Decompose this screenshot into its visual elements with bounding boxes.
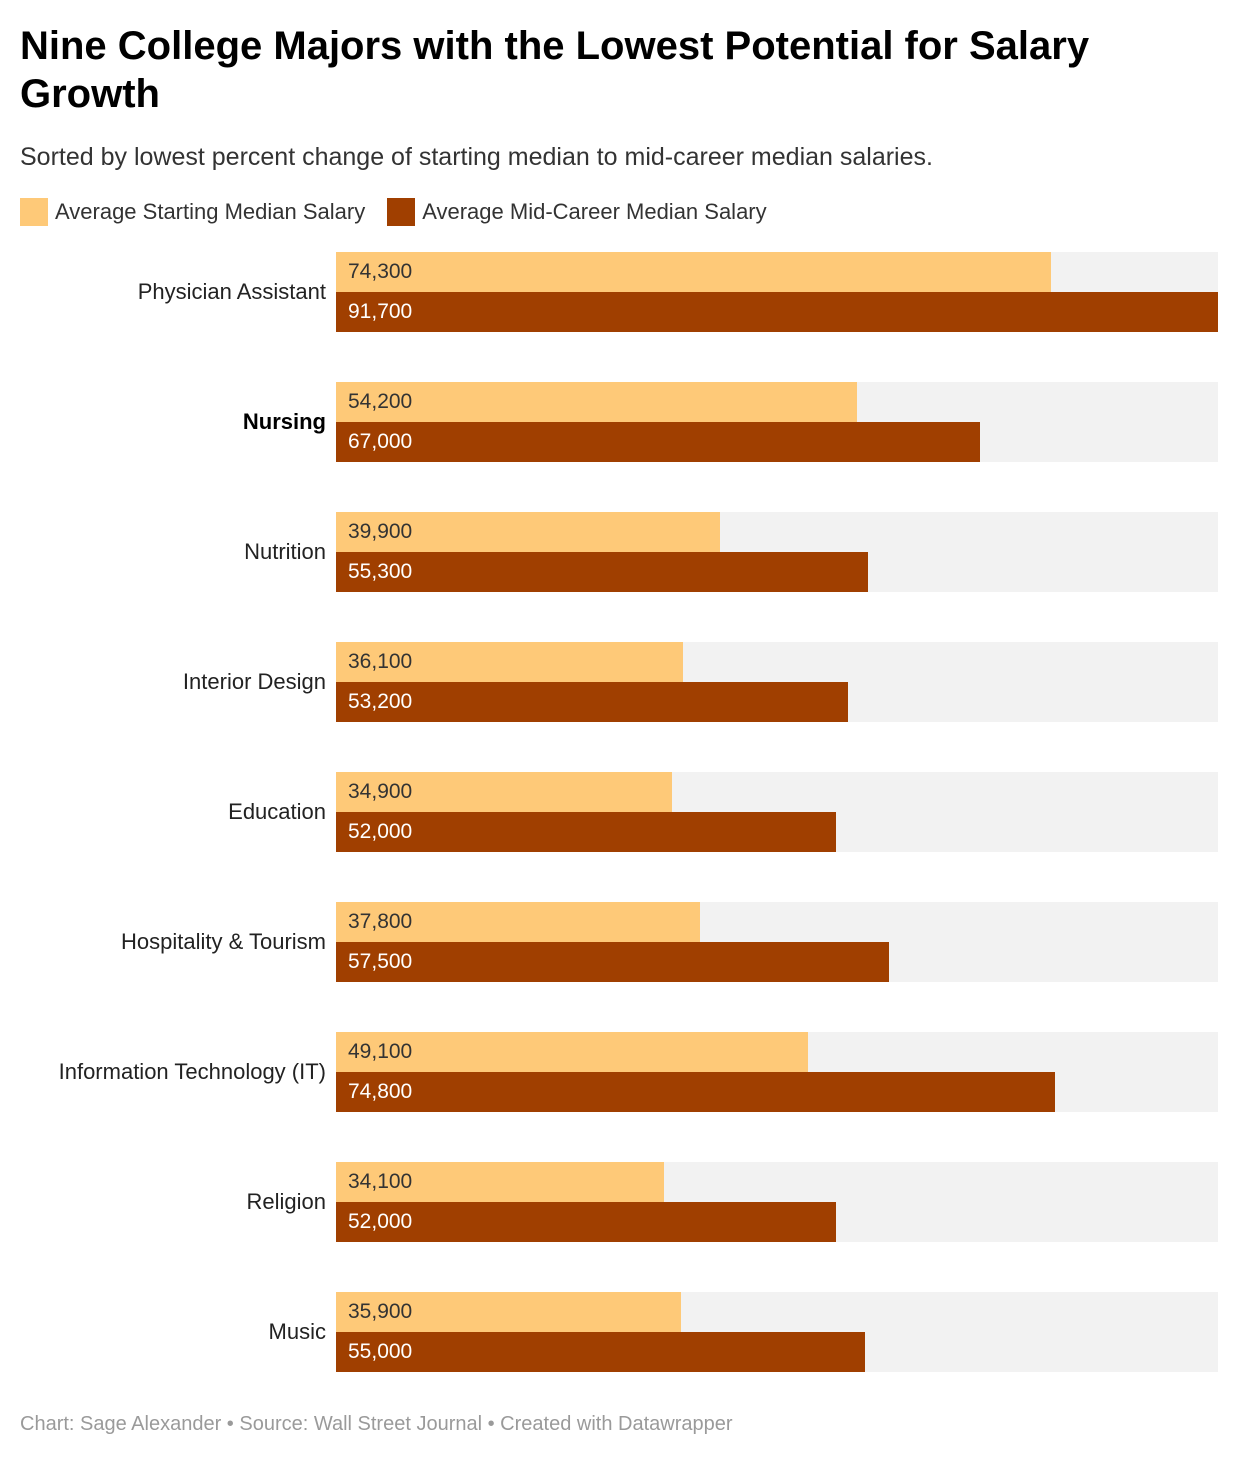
value-label-mid-career-interior-design: 53,200 bbox=[348, 690, 413, 713]
bar-mid-career-music bbox=[336, 1332, 865, 1372]
bar-starting-religion bbox=[336, 1162, 664, 1202]
bar-starting-hospitality-tourism bbox=[336, 902, 700, 942]
bar-starting-nutrition bbox=[336, 512, 720, 552]
bar-mid-career-physician-assistant bbox=[336, 292, 1218, 332]
category-label-education: Education bbox=[228, 799, 326, 824]
category-label-hospitality-tourism: Hospitality & Tourism bbox=[121, 929, 326, 954]
value-label-mid-career-physician-assistant: 91,700 bbox=[348, 300, 413, 323]
bar-row-nutrition: Nutrition 39,900 55,300 bbox=[0, 512, 1240, 592]
bar-row-music: Music 35,900 55,000 bbox=[0, 1292, 1240, 1372]
chart-title: Nine College Majors with the Lowest Pote… bbox=[20, 24, 1090, 116]
bar-starting-nursing bbox=[336, 382, 857, 422]
value-label-mid-career-religion: 52,000 bbox=[348, 1210, 413, 1233]
chart-footer: Chart: Sage Alexander • Source: Wall Str… bbox=[20, 1413, 733, 1435]
value-label-starting-hospitality-tourism: 37,800 bbox=[348, 910, 413, 933]
value-label-starting-information-technology-it: 49,100 bbox=[348, 1040, 413, 1063]
bar-track-nursing bbox=[336, 382, 1218, 462]
bar-row-interior-design: Interior Design 36,100 53,200 bbox=[0, 642, 1240, 722]
bar-starting-physician-assistant bbox=[336, 252, 1051, 292]
bar-row-education: Education 34,900 52,000 bbox=[0, 772, 1240, 852]
value-label-mid-career-information-technology-it: 74,800 bbox=[348, 1080, 413, 1103]
value-label-starting-nutrition: 39,900 bbox=[348, 520, 413, 543]
value-label-starting-nursing: 54,200 bbox=[348, 390, 413, 413]
legend-item-mid-career: Average Mid-Career Median Salary bbox=[387, 198, 767, 226]
category-label-nursing: Nursing bbox=[242, 409, 326, 434]
bar-mid-career-hospitality-tourism bbox=[336, 942, 889, 982]
bar-starting-music bbox=[336, 1292, 681, 1332]
value-label-mid-career-music: 55,000 bbox=[348, 1340, 413, 1363]
value-label-starting-religion: 34,100 bbox=[348, 1170, 413, 1193]
bar-track-nutrition bbox=[336, 512, 1218, 592]
bar-starting-interior-design bbox=[336, 642, 683, 682]
legend-label-mid-career: Average Mid-Career Median Salary bbox=[422, 199, 767, 224]
bar-track-music bbox=[336, 1292, 1218, 1372]
category-label-interior-design: Interior Design bbox=[182, 669, 326, 694]
bar-track-education bbox=[336, 772, 1218, 852]
value-label-mid-career-hospitality-tourism: 57,500 bbox=[348, 950, 413, 973]
bar-row-information-technology-it: Information Technology (IT) 49,100 74,800 bbox=[0, 1032, 1240, 1112]
value-label-mid-career-nursing: 67,000 bbox=[348, 430, 413, 453]
bar-track-religion bbox=[336, 1162, 1218, 1242]
bar-mid-career-information-technology-it bbox=[336, 1072, 1055, 1112]
bar-mid-career-interior-design bbox=[336, 682, 848, 722]
legend: Average Starting Median Salary Average M… bbox=[20, 197, 789, 227]
bar-mid-career-nutrition bbox=[336, 552, 868, 592]
legend-swatch-mid-career bbox=[387, 198, 416, 226]
value-label-mid-career-nutrition: 55,300 bbox=[348, 560, 413, 583]
bar-track-physician-assistant bbox=[336, 252, 1218, 332]
value-label-starting-interior-design: 36,100 bbox=[348, 650, 413, 673]
bar-row-nursing: Nursing 54,200 67,000 bbox=[0, 382, 1240, 462]
bar-row-hospitality-tourism: Hospitality & Tourism 37,800 57,500 bbox=[0, 902, 1240, 982]
legend-item-starting: Average Starting Median Salary bbox=[20, 198, 365, 226]
value-label-starting-physician-assistant: 74,300 bbox=[348, 260, 413, 283]
legend-label-starting: Average Starting Median Salary bbox=[55, 199, 366, 224]
bar-mid-career-religion bbox=[336, 1202, 836, 1242]
category-label-physician-assistant: Physician Assistant bbox=[137, 279, 326, 304]
category-label-music: Music bbox=[268, 1319, 326, 1344]
legend-swatch-starting bbox=[20, 198, 48, 226]
category-label-information-technology-it: Information Technology (IT) bbox=[58, 1059, 326, 1084]
value-label-starting-music: 35,900 bbox=[348, 1300, 413, 1323]
bar-track-information-technology-it bbox=[336, 1032, 1218, 1112]
bar-mid-career-nursing bbox=[336, 422, 980, 462]
category-label-nutrition: Nutrition bbox=[244, 539, 326, 564]
bar-starting-information-technology-it bbox=[336, 1032, 808, 1072]
bar-row-religion: Religion 34,100 52,000 bbox=[0, 1162, 1240, 1242]
chart-subtitle: Sorted by lowest percent change of start… bbox=[20, 143, 933, 171]
value-label-mid-career-education: 52,000 bbox=[348, 820, 413, 843]
bar-track-interior-design bbox=[336, 642, 1218, 722]
bar-mid-career-education bbox=[336, 812, 836, 852]
category-label-religion: Religion bbox=[246, 1189, 327, 1214]
bar-track-hospitality-tourism bbox=[336, 902, 1218, 982]
value-label-starting-education: 34,900 bbox=[348, 780, 413, 803]
bar-starting-education bbox=[336, 772, 672, 812]
bar-row-physician-assistant: Physician Assistant 74,300 91,700 bbox=[0, 252, 1240, 332]
